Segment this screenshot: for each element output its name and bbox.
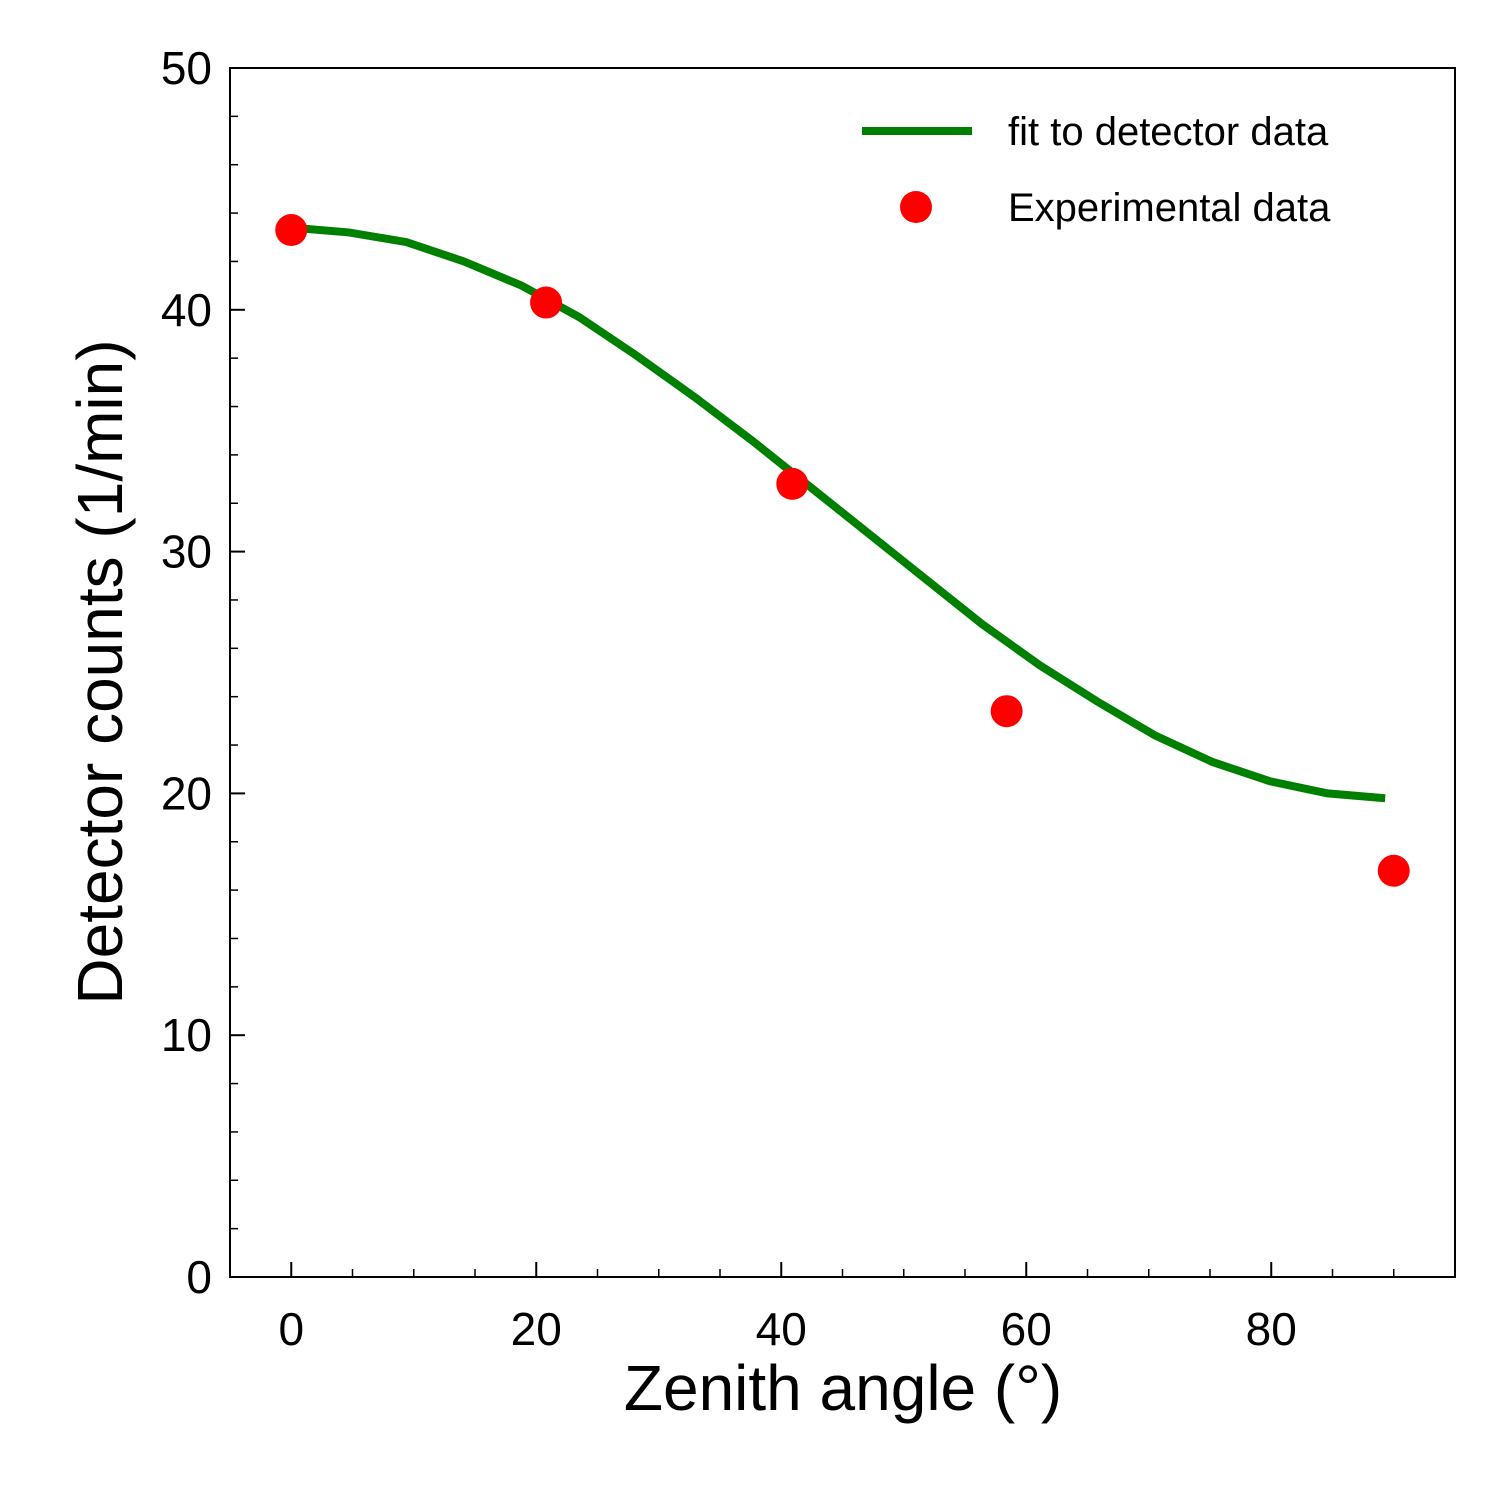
x-tick-label: 0 xyxy=(278,1303,304,1355)
y-tick-label: 30 xyxy=(161,526,212,578)
y-tick-label: 40 xyxy=(161,284,212,336)
data-point xyxy=(776,467,809,500)
y-tick-label: 20 xyxy=(161,767,212,819)
plot-frame xyxy=(229,67,1456,1278)
x-tick-label: 60 xyxy=(1001,1303,1052,1355)
legend-label: fit to detector data xyxy=(1008,110,1329,154)
x-axis-label: Zenith angle (°) xyxy=(624,1352,1062,1424)
y-tick-label: 50 xyxy=(161,42,212,94)
y-axis-label: Detector counts (1/min) xyxy=(64,339,136,1004)
data-point xyxy=(275,214,308,247)
data-point xyxy=(990,695,1023,728)
data-point xyxy=(1377,854,1410,887)
legend-marker xyxy=(900,191,932,223)
y-tick-label: 10 xyxy=(161,1009,212,1061)
legend-label: Experimental data xyxy=(1008,186,1331,230)
y-tick-label: 0 xyxy=(186,1251,212,1303)
data-point xyxy=(530,286,563,319)
x-tick-label: 20 xyxy=(511,1303,562,1355)
x-tick-label: 80 xyxy=(1246,1303,1297,1355)
x-tick-label: 40 xyxy=(756,1303,807,1355)
fit-line xyxy=(290,223,1386,803)
